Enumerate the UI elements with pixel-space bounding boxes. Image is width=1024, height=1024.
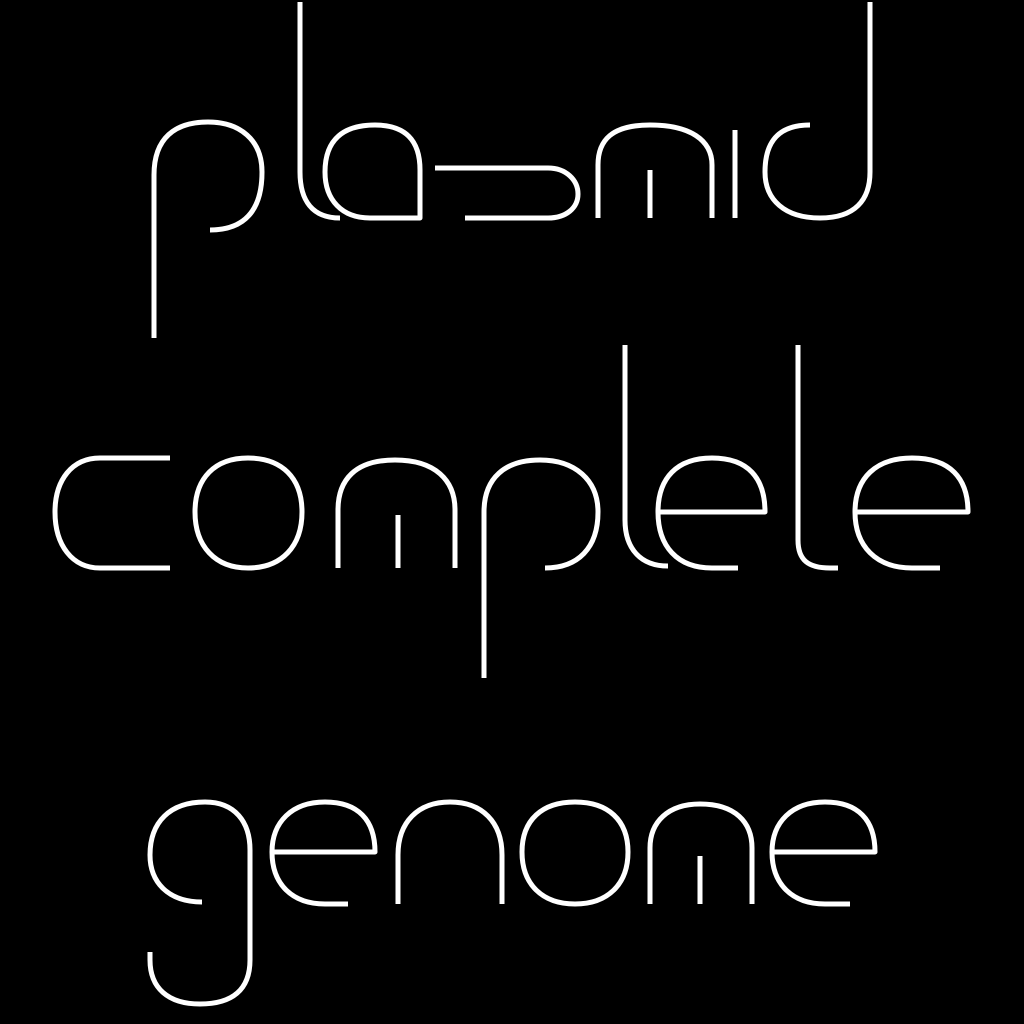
word-genome: [147, 799, 878, 1007]
glyph-a: [322, 122, 423, 221]
glyph-m: [595, 122, 715, 218]
glyph-e-3: [269, 799, 378, 907]
glyph-e-2: [852, 455, 971, 571]
glyph-l-2: [622, 345, 669, 569]
glyph-s: [435, 165, 581, 221]
glyph-n: [395, 799, 505, 904]
word-complete: [52, 345, 971, 678]
word-plasmid: [151, 2, 873, 338]
glyph-e-4: [769, 799, 878, 907]
glyph-p: [151, 119, 265, 338]
glyph-p-2: [481, 457, 601, 678]
glyph-c: [52, 455, 170, 571]
glyph-t: [795, 345, 838, 571]
glyph-e-1: [655, 455, 768, 571]
glyph-m-2: [335, 457, 458, 568]
glyph-d: [762, 2, 873, 221]
glyph-m-3: [647, 801, 755, 904]
glyph-g: [147, 799, 253, 1007]
glyph-o-1: [192, 455, 305, 571]
glyph-o-2: [519, 799, 631, 907]
glyph-l-1: [297, 2, 341, 221]
